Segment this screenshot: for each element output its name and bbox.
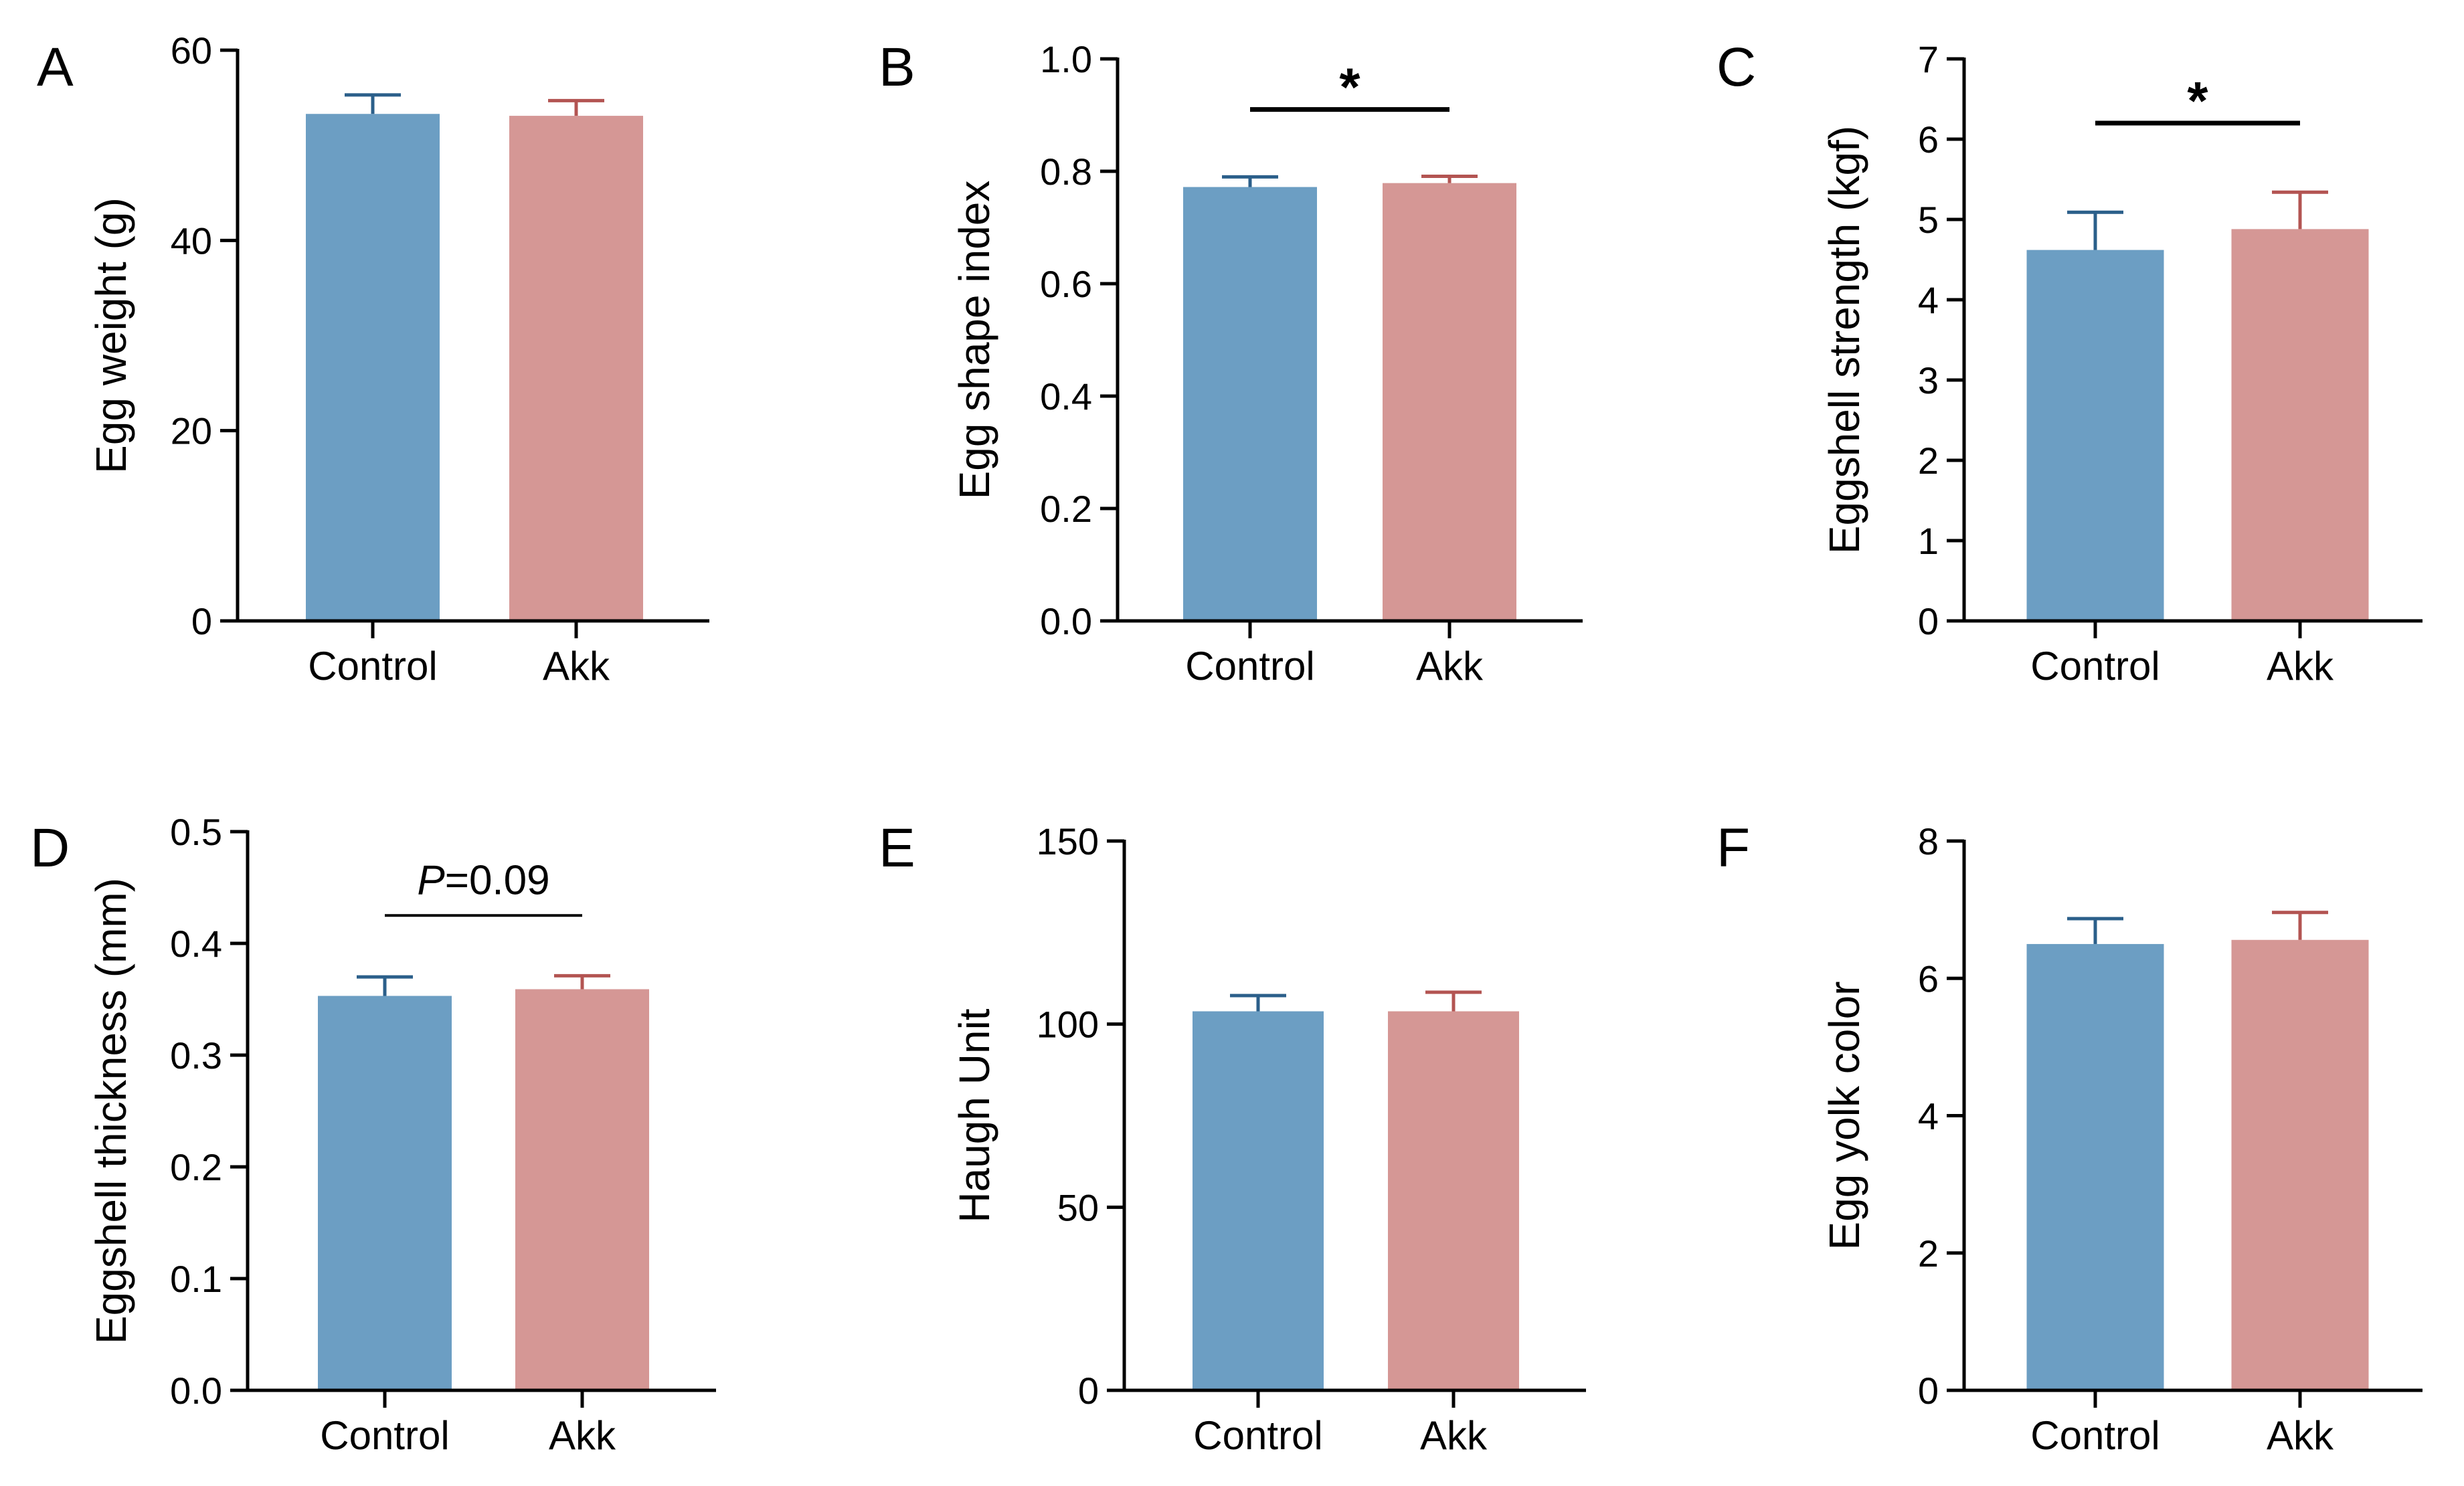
y-tick-label: 5 [1918,199,1939,241]
y-tick-label: 0.3 [170,1034,222,1077]
y-tick-label: 0.0 [1040,600,1092,642]
panel-letter: A [37,37,74,98]
y-tick-label: 0.2 [1040,488,1092,530]
panel-letter: B [879,37,915,98]
y-tick-label: 2 [1918,440,1939,482]
x-tick-label-control: Control [1193,1413,1322,1458]
x-tick-label-control: Control [2030,1413,2160,1458]
y-tick-label: 50 [1057,1186,1099,1228]
y-tick-label: 7 [1918,38,1939,80]
bar-akk [1383,183,1516,621]
x-tick-label-akk: Akk [549,1413,616,1458]
y-tick-label: 0 [1078,1370,1099,1412]
y-tick-label: 20 [171,410,212,452]
y-axis-label: Egg yolk color [1820,982,1868,1250]
panel-letter: F [1717,818,1750,878]
panel-letter: C [1717,37,1756,98]
y-tick-label: 0.6 [1040,263,1092,305]
y-tick-label: 1.0 [1040,38,1092,80]
y-tick-label: 0.0 [170,1370,222,1412]
y-tick-label: 60 [171,29,212,72]
y-axis-label: Eggshell strength (kgf) [1820,126,1868,554]
y-tick-label: 150 [1037,820,1099,862]
x-tick-label-akk: Akk [1416,644,1484,688]
bar-control [2026,250,2164,622]
y-tick-label: 0 [1918,600,1939,642]
panel-letter: D [30,818,70,878]
bar-akk [515,989,649,1390]
significance-label: P=0.09 [417,857,549,903]
significance-label: * [2187,71,2208,130]
y-tick-label: 0.2 [170,1146,222,1188]
y-axis-label: Egg weight (g) [87,197,135,474]
y-axis-label: Egg shape index [950,181,998,500]
panel-f: F Egg yolk color 0 2 4 6 8 Control Akk [1717,818,2423,1458]
y-tick-label: 1 [1918,520,1939,562]
y-axis-label: Haugh Unit [950,1008,998,1222]
y-tick-label: 40 [171,219,212,262]
bar-control [1193,1011,1324,1390]
x-tick-label-akk: Akk [2267,1413,2334,1458]
bar-control [318,996,452,1390]
bar-control [1183,187,1317,621]
y-tick-label: 0 [191,600,212,642]
x-tick-label-control: Control [320,1413,449,1458]
y-tick-label: 2 [1918,1232,1939,1275]
x-tick-label-control: Control [308,644,437,688]
y-tick-label: 0.1 [170,1258,222,1300]
y-tick-label: 8 [1918,820,1939,862]
x-tick-label-control: Control [2030,644,2160,688]
y-tick-label: 4 [1918,1095,1939,1137]
y-tick-label: 6 [1918,118,1939,161]
bar-akk [1388,1011,1519,1390]
bar-control [306,114,440,622]
panel-e: E Haugh Unit 0 50 100 150 Control Akk [879,818,1586,1458]
y-tick-label: 0.4 [170,923,222,965]
panel-b: B Egg shape index 0.0 0.2 0.4 0.6 0.8 1.0 Contro… [879,37,1583,688]
y-tick-label: 6 [1918,957,1939,1000]
x-tick-label-control: Control [1185,644,1314,688]
y-tick-label: 0.5 [170,811,222,853]
panel-letter: E [879,818,915,878]
y-tick-label: 0.4 [1040,375,1092,417]
x-tick-label-akk: Akk [543,644,610,688]
bar-control [2026,943,2164,1390]
bar-akk [509,116,643,622]
y-tick-label: 0.8 [1040,151,1092,193]
y-tick-label: 0 [1918,1370,1939,1412]
panel-c: C Eggshell strength (kgf) 0 1 2 3 4 5 6 7 Control A… [1717,37,2423,688]
panel-d: D Eggshell thickness (mm) 0.0 0.1 0.2 0.3 0.4 0… [30,811,716,1458]
y-tick-label: 4 [1918,279,1939,321]
significance-value: =0.09 [445,857,550,903]
significance-label: * [1339,58,1360,117]
y-tick-label: 100 [1037,1004,1099,1046]
bar-akk [2231,939,2369,1390]
significance-p-symbol: P [417,857,444,903]
x-tick-label-akk: Akk [2267,644,2334,688]
y-tick-label: 3 [1918,359,1939,401]
x-tick-label-akk: Akk [1420,1413,1488,1458]
bar-akk [2231,229,2369,621]
panel-a: A Egg weight (g) 0 20 40 60 Control Akk [37,29,709,688]
y-axis-label: Eggshell thickness (mm) [87,878,135,1344]
